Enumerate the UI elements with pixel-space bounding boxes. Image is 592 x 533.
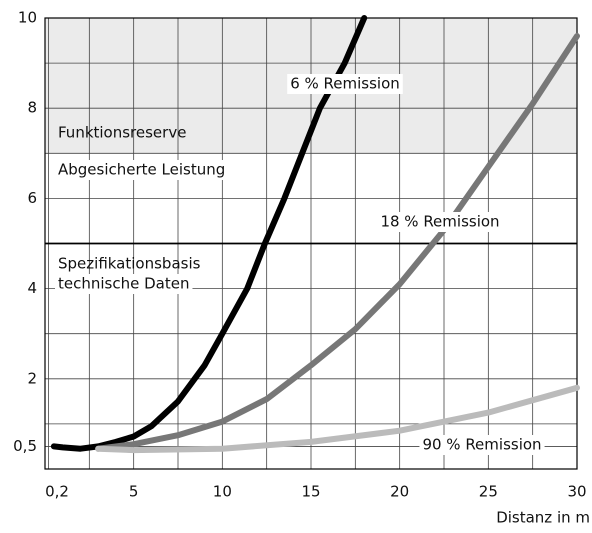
series-label-bg [419, 435, 545, 455]
y-tick-label: 10 [18, 9, 37, 27]
y-tick-label: 2 [27, 369, 37, 387]
x-tick-label: 10 [213, 483, 232, 501]
plot-frame [44, 17, 578, 470]
series-label-bg [377, 212, 503, 232]
y-tick-label: 4 [27, 279, 37, 297]
x-tick-label: 15 [301, 483, 320, 501]
x-tick-label: 0,2 [45, 483, 69, 501]
x-tick-label: 20 [390, 483, 409, 501]
annotation: technische Daten [58, 275, 189, 293]
annotation: Funktionsreserve [58, 124, 186, 142]
series-label: 6 % Remission [290, 75, 400, 93]
y-tick-label: 8 [27, 99, 37, 117]
line [50, 15, 368, 452]
x-tick-label: 25 [479, 483, 498, 501]
annotation-bg [55, 274, 193, 294]
x-tick-label: 30 [567, 483, 586, 501]
line [95, 384, 580, 454]
line [95, 33, 580, 452]
y-tick-label: 0,5 [13, 437, 37, 455]
x-axis-label: Distanz in m [496, 509, 590, 527]
annotation-bg [55, 160, 229, 180]
x-tick-label: 5 [129, 483, 139, 501]
y-tick-label: 6 [27, 189, 37, 207]
annotation: Abgesicherte Leistung [58, 161, 225, 179]
series-label: 18 % Remission [380, 213, 499, 231]
annotation: Spezifikationsbasis [58, 255, 201, 273]
series-label: 90 % Remission [422, 436, 541, 454]
series-label-bg [287, 74, 403, 94]
